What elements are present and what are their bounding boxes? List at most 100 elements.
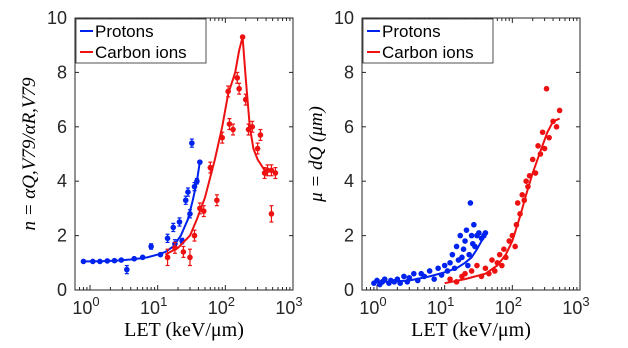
y-tick-label: 8 <box>57 62 67 82</box>
data-point <box>546 134 552 141</box>
data-point <box>176 219 183 225</box>
data-point <box>496 251 503 258</box>
series-protons <box>80 138 203 275</box>
data-point <box>164 254 171 261</box>
data-point <box>118 257 125 263</box>
legend-label: Protons <box>95 22 154 41</box>
data-point <box>172 245 178 251</box>
data-point <box>431 276 437 282</box>
data-point <box>482 265 489 272</box>
data-point <box>148 243 154 250</box>
data-point <box>444 268 451 274</box>
y-tick-label: 2 <box>57 226 67 246</box>
legend-label: Protons <box>382 22 441 41</box>
x-tick-label: 103 <box>562 294 589 318</box>
data-point <box>494 260 501 266</box>
data-point <box>249 124 256 130</box>
y-tick-label: 6 <box>344 117 354 137</box>
data-point <box>523 178 529 184</box>
data-point <box>90 258 96 265</box>
data-point <box>104 258 111 264</box>
data-point <box>539 129 546 136</box>
data-point <box>157 251 164 258</box>
data-point <box>264 167 271 174</box>
data-point <box>486 270 492 277</box>
data-point <box>501 246 507 252</box>
legend-label: Carbon ions <box>382 43 474 62</box>
data-point <box>467 200 474 206</box>
data-point <box>139 254 146 261</box>
x-tick-label: 102 <box>208 294 235 318</box>
data-point <box>239 34 246 40</box>
y-tick-label: 2 <box>344 226 354 246</box>
data-point <box>234 75 241 81</box>
data-point <box>191 232 198 239</box>
legend-box <box>75 18 207 64</box>
data-point <box>381 276 388 282</box>
data-point <box>513 221 520 228</box>
data-point <box>187 254 193 261</box>
data-point <box>131 255 138 262</box>
y-tick-label: 10 <box>47 8 67 28</box>
data-point <box>512 243 518 250</box>
legend-box <box>362 18 494 64</box>
data-point <box>453 243 460 250</box>
data-point <box>447 276 453 282</box>
data-point <box>521 197 528 204</box>
data-point <box>471 221 477 228</box>
x-tick-label: 100 <box>359 294 386 318</box>
data-point <box>519 192 526 198</box>
data-point <box>441 262 448 269</box>
data-point <box>194 178 200 184</box>
data-point <box>525 183 531 190</box>
data-point <box>374 277 380 284</box>
data-point <box>180 249 187 255</box>
legend-label: Carbon ions <box>95 43 187 62</box>
x-tick-label: 101 <box>427 294 454 318</box>
series-carbon <box>164 34 279 267</box>
data-point <box>394 276 401 282</box>
x-tick-label: 102 <box>495 294 522 318</box>
data-point <box>242 96 249 103</box>
data-point <box>226 121 233 127</box>
data-point <box>197 159 203 165</box>
data-point <box>453 279 460 285</box>
data-point <box>124 266 130 273</box>
data-point <box>80 258 87 265</box>
right-panel: 0 2 4 6 8 10 100 101 102 103 LET (keV/μm) μ = dQ (μ… <box>306 8 590 341</box>
data-point <box>225 88 231 95</box>
x-tick-label: 103 <box>275 294 302 318</box>
data-point <box>421 273 428 280</box>
data-point <box>526 172 533 179</box>
data-point <box>401 273 407 280</box>
data-point <box>230 126 236 133</box>
y-tick-label: 0 <box>344 280 354 300</box>
data-point <box>236 85 242 92</box>
data-point <box>170 224 177 231</box>
data-point <box>468 268 475 274</box>
data-point <box>200 208 207 214</box>
data-point <box>509 232 516 239</box>
data-point <box>502 254 509 261</box>
legend: Protons Carbon ions <box>362 18 494 64</box>
data-point <box>491 268 498 274</box>
x-tick-label: 101 <box>140 294 167 318</box>
data-point <box>438 272 445 278</box>
x-axis-label: LET (keV/μm) <box>124 319 244 341</box>
series-protons <box>371 200 489 288</box>
data-point <box>482 230 489 236</box>
data-point <box>472 243 478 250</box>
data-point <box>532 170 539 176</box>
y-tick-label: 0 <box>57 280 67 300</box>
data-point <box>189 140 195 146</box>
data-point <box>499 262 505 269</box>
data-point <box>541 145 548 152</box>
data-point <box>187 211 193 217</box>
data-point <box>435 265 441 272</box>
data-point <box>185 189 191 195</box>
x-axis-label: LET (keV/μm) <box>411 319 531 341</box>
data-point <box>97 258 103 265</box>
y-axis-label: μ = dQ (μm) <box>306 106 327 203</box>
data-point <box>111 257 118 264</box>
